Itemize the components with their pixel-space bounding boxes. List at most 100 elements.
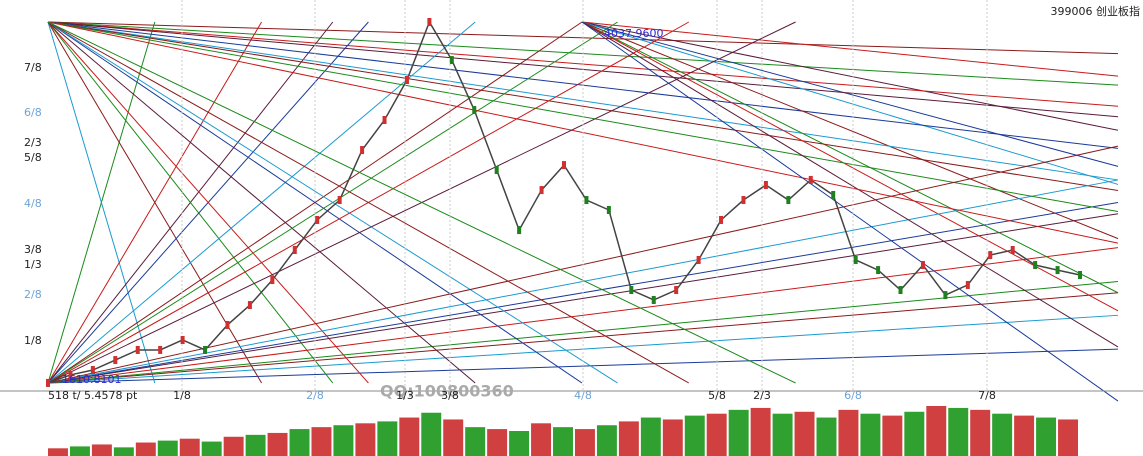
volume-bar	[662, 419, 683, 456]
volume-bar	[838, 409, 859, 456]
volume-bar	[574, 429, 595, 456]
volume-bar	[201, 441, 222, 456]
candle	[696, 255, 701, 264]
fan-line	[47, 21, 618, 384]
candle	[225, 320, 230, 329]
candle	[203, 345, 208, 354]
fan-line	[47, 213, 1119, 384]
candle	[135, 345, 140, 354]
fan-line	[47, 21, 334, 384]
candle	[741, 196, 746, 205]
volume-bar	[531, 423, 552, 456]
candle	[808, 175, 813, 184]
candle	[786, 196, 791, 205]
fan-line	[581, 21, 1119, 312]
volume-bar	[772, 413, 793, 456]
candle	[1055, 266, 1060, 275]
candle	[1010, 246, 1015, 255]
candle	[472, 106, 477, 115]
fan-line	[581, 21, 1119, 294]
fan-line	[581, 21, 1119, 77]
candle	[337, 196, 342, 205]
volume-bar	[684, 415, 705, 456]
candle	[831, 190, 836, 199]
candle	[539, 186, 544, 195]
volume-bar	[860, 413, 881, 456]
volume-bar	[69, 446, 90, 456]
volume-bar	[750, 407, 771, 456]
candle	[562, 161, 566, 170]
volume-bar	[1058, 419, 1078, 456]
candle	[247, 301, 252, 310]
volume-bar	[465, 427, 486, 456]
candle	[517, 226, 522, 235]
volume-bar	[926, 406, 947, 456]
candle	[90, 366, 95, 375]
fan-line	[581, 21, 1119, 348]
fan-line	[47, 21, 796, 384]
fan-line	[581, 21, 1119, 185]
volume-bar	[706, 413, 727, 456]
watermark: QQ:100800360	[380, 382, 514, 401]
volume-bar	[992, 413, 1013, 456]
left-label: 1/3	[24, 258, 42, 271]
candle	[360, 146, 365, 155]
candle	[719, 215, 724, 224]
left-label: 7/8	[24, 61, 42, 74]
fan-line	[47, 21, 1119, 191]
candle	[46, 378, 50, 387]
left-label: 3/8	[24, 243, 42, 256]
candle	[382, 116, 387, 125]
fan-line	[47, 247, 1119, 384]
bottom-label: 1/3	[396, 389, 414, 402]
left-label: 4/8	[24, 197, 42, 210]
volume-bar	[113, 447, 134, 456]
candle	[763, 181, 768, 190]
volume-bar	[179, 438, 200, 456]
candle	[943, 291, 948, 300]
price-marks	[46, 17, 1082, 387]
candle	[898, 286, 903, 295]
scale-label: 518 t/ 5.4578 pt	[48, 389, 138, 402]
volume-bar	[377, 421, 398, 456]
volume-bar	[245, 434, 266, 456]
volume-bar	[135, 442, 156, 456]
bottom-label: 3/8	[441, 389, 459, 402]
candle	[449, 56, 454, 65]
volume-bar	[1014, 415, 1035, 456]
fan-line	[581, 21, 1119, 240]
volume-bar	[509, 431, 530, 456]
candle	[606, 205, 611, 214]
volume-bar	[355, 423, 376, 456]
volume-bar	[311, 427, 332, 456]
bottom-label: 2/3	[753, 389, 771, 402]
volume-bar	[882, 415, 903, 456]
fan-line	[47, 348, 1119, 384]
candle	[404, 76, 409, 85]
left-label: 6/8	[24, 106, 42, 119]
candle	[1033, 261, 1038, 270]
candle	[1078, 270, 1082, 279]
high-label: 4037.9600	[604, 27, 664, 40]
bottom-label: 7/8	[978, 389, 996, 402]
candle	[876, 266, 881, 275]
bottom-label: 6/8	[844, 389, 862, 402]
gann-lines	[47, 0, 1119, 402]
volume-bar	[640, 417, 661, 456]
candle	[68, 370, 73, 379]
chart-title: 399006 创业板指	[1051, 4, 1141, 18]
volume-bar	[289, 429, 310, 456]
left-label: 2/3	[24, 136, 42, 149]
left-label: 2/8	[24, 288, 42, 301]
volume-bar	[443, 419, 464, 456]
volume-bar	[487, 429, 508, 456]
candle	[427, 17, 432, 26]
candle	[292, 246, 297, 255]
volume-bar	[399, 417, 420, 456]
volume-bar	[333, 425, 354, 456]
candle	[674, 286, 679, 295]
volume-bar	[816, 417, 837, 456]
bottom-label: 4/8	[574, 389, 592, 402]
